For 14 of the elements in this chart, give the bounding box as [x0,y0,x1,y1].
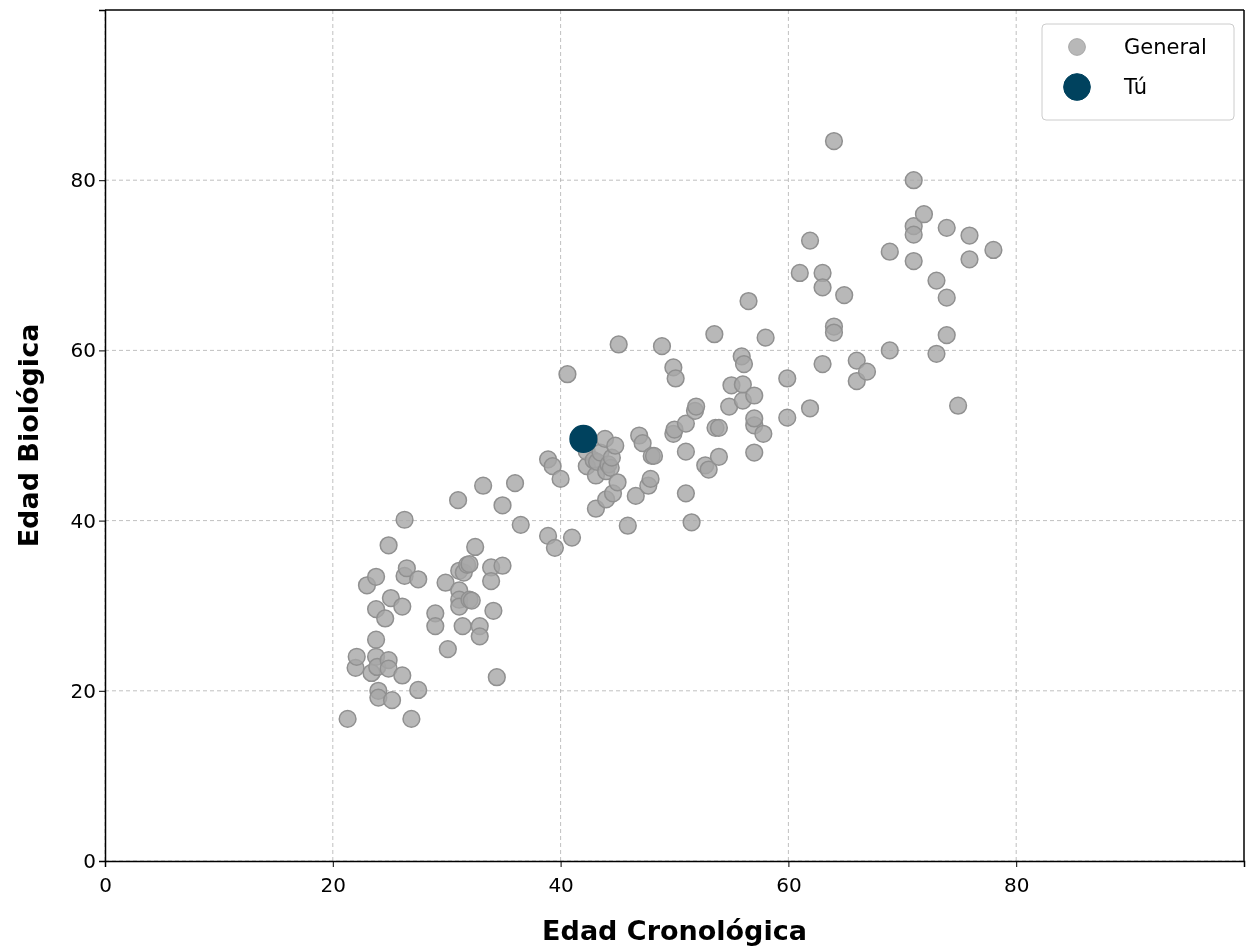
y-tick-label: 20 [70,678,96,703]
x-tick-label: 20 [320,873,347,897]
legend-label: General [1124,35,1207,60]
x-axis-title: Edad Cronológica [542,915,807,946]
x-tick-label: 0 [99,873,112,897]
legend-label: Tú [1123,75,1147,100]
y-tick-label: 0 [83,848,96,873]
y-tick-label: 40 [70,508,96,533]
x-tick-label: 60 [776,873,802,897]
y-tick-label: 60 [70,338,96,363]
x-tick-label: 40 [548,873,574,897]
y-tick-label: 80 [70,168,96,193]
y-axis-title: Edad Biológica [13,323,44,548]
x-tick-label: 80 [1003,873,1030,897]
